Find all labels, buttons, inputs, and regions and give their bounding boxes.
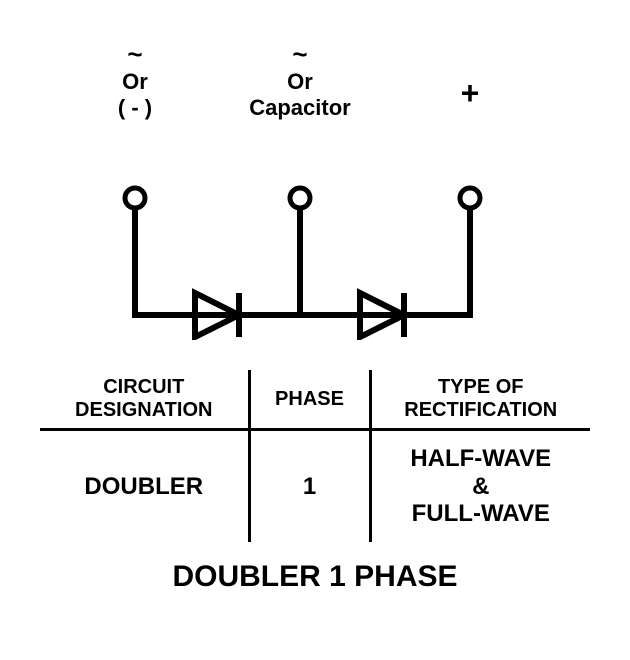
table-cell-designation: DOUBLER [40,430,249,542]
terminal3-symbol: + [450,76,490,111]
terminal2-tilde: ~ [280,40,320,69]
table-cell-phase: 1 [249,430,370,542]
terminal2-sub: Capacitor [238,96,362,120]
table-cell-rectification: HALF-WAVE&FULL-WAVE [370,430,590,542]
spec-table: CIRCUIT DESIGNATION PHASE TYPE OF RECTIF… [40,370,590,542]
terminal1-sub: ( - ) [105,96,165,120]
table-header-phase: PHASE [249,370,370,430]
diagram-caption: DOUBLER 1 PHASE [0,560,630,594]
circuit-diagram: ~ Or ( - ) ~ Or Capacitor + [0,40,630,340]
terminal2-or: Or [275,70,325,94]
table-header-rectification: TYPE OF RECTIFICATION [370,370,590,430]
table-header-designation: CIRCUIT DESIGNATION [40,370,249,430]
terminal1-tilde: ~ [115,40,155,69]
terminal1-or: Or [110,70,160,94]
